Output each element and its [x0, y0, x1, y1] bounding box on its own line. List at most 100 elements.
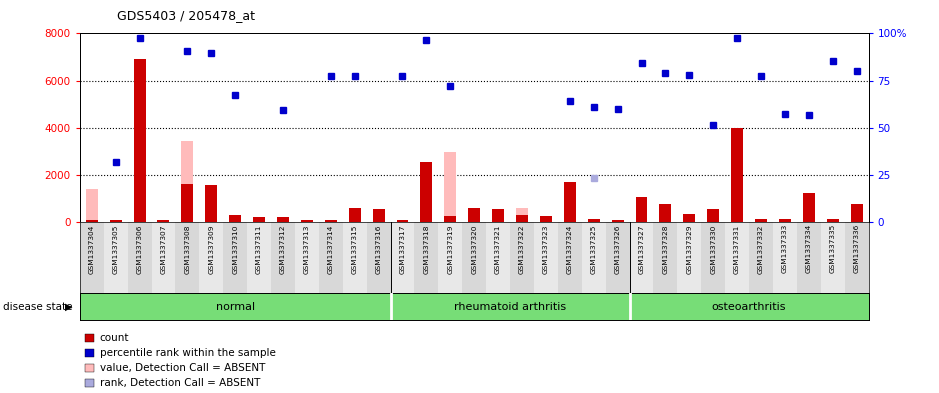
- Text: GSM1337335: GSM1337335: [830, 224, 836, 274]
- Bar: [271, 222, 295, 293]
- Bar: [534, 222, 558, 293]
- Bar: [749, 222, 773, 293]
- Text: GSM1337311: GSM1337311: [256, 224, 262, 274]
- Bar: [469, 208, 480, 222]
- Text: value, Detection Call = ABSENT: value, Detection Call = ABSENT: [100, 363, 265, 373]
- Bar: [510, 222, 534, 293]
- Text: GSM1337319: GSM1337319: [447, 224, 454, 274]
- Bar: [247, 222, 271, 293]
- Text: GSM1337325: GSM1337325: [591, 224, 596, 274]
- Bar: [826, 219, 839, 222]
- Text: GSM1337323: GSM1337323: [543, 224, 549, 274]
- Bar: [755, 219, 767, 222]
- Text: count: count: [100, 333, 129, 343]
- Text: GSM1337321: GSM1337321: [495, 224, 501, 274]
- Text: disease state: disease state: [3, 301, 72, 312]
- Text: GSM1337324: GSM1337324: [567, 224, 573, 274]
- Text: GSM1337309: GSM1337309: [208, 224, 214, 274]
- Bar: [606, 222, 629, 293]
- Bar: [348, 208, 361, 222]
- Text: GSM1337315: GSM1337315: [352, 224, 358, 274]
- Text: GSM1337318: GSM1337318: [423, 224, 429, 274]
- Bar: [492, 209, 504, 222]
- Bar: [725, 222, 749, 293]
- Bar: [300, 220, 313, 222]
- Text: GSM1337326: GSM1337326: [615, 224, 621, 274]
- Bar: [103, 222, 128, 293]
- Bar: [684, 214, 695, 222]
- Text: GSM1337304: GSM1337304: [89, 224, 95, 274]
- Bar: [85, 220, 98, 222]
- Bar: [176, 222, 199, 293]
- Text: GSM1337316: GSM1337316: [376, 224, 381, 274]
- Bar: [277, 217, 289, 222]
- Text: GSM1337322: GSM1337322: [519, 224, 525, 274]
- Text: GDS5403 / 205478_at: GDS5403 / 205478_at: [117, 9, 255, 22]
- Text: GSM1337336: GSM1337336: [854, 224, 859, 274]
- Bar: [421, 162, 432, 222]
- Bar: [582, 222, 606, 293]
- Bar: [110, 220, 122, 222]
- Bar: [295, 222, 319, 293]
- Bar: [80, 222, 103, 293]
- Bar: [85, 189, 98, 222]
- Text: GSM1337334: GSM1337334: [806, 224, 812, 274]
- Bar: [199, 222, 223, 293]
- Bar: [343, 222, 366, 293]
- Bar: [540, 216, 552, 222]
- Text: GSM1337327: GSM1337327: [639, 224, 644, 274]
- Bar: [128, 222, 151, 293]
- Bar: [151, 222, 176, 293]
- Bar: [563, 182, 576, 222]
- Bar: [803, 193, 815, 222]
- Bar: [462, 222, 486, 293]
- Bar: [677, 222, 701, 293]
- Bar: [845, 222, 869, 293]
- Text: GSM1337320: GSM1337320: [471, 224, 477, 274]
- Text: GSM1337312: GSM1337312: [280, 224, 286, 274]
- Bar: [707, 209, 719, 222]
- Bar: [558, 222, 582, 293]
- Bar: [629, 222, 654, 293]
- Bar: [486, 222, 510, 293]
- Text: GSM1337317: GSM1337317: [399, 224, 406, 274]
- Bar: [319, 222, 343, 293]
- Text: GSM1337307: GSM1337307: [161, 224, 166, 274]
- Bar: [325, 220, 337, 222]
- Bar: [821, 222, 845, 293]
- Bar: [133, 59, 146, 222]
- Text: GSM1337310: GSM1337310: [232, 224, 239, 274]
- Bar: [439, 222, 462, 293]
- Text: GSM1337308: GSM1337308: [184, 224, 191, 274]
- Bar: [373, 209, 385, 222]
- Bar: [366, 222, 391, 293]
- Text: percentile rank within the sample: percentile rank within the sample: [100, 348, 275, 358]
- Bar: [229, 215, 241, 222]
- Text: ▶: ▶: [65, 301, 72, 312]
- Bar: [158, 220, 169, 222]
- Bar: [654, 222, 677, 293]
- Bar: [223, 222, 247, 293]
- Text: GSM1337333: GSM1337333: [782, 224, 788, 274]
- Bar: [611, 220, 623, 222]
- Text: GSM1337305: GSM1337305: [113, 224, 118, 274]
- Text: normal: normal: [216, 301, 254, 312]
- Text: GSM1337332: GSM1337332: [758, 224, 764, 274]
- Bar: [797, 222, 821, 293]
- Bar: [588, 219, 600, 222]
- Bar: [444, 216, 456, 222]
- Bar: [851, 204, 863, 222]
- Text: GSM1337328: GSM1337328: [662, 224, 669, 274]
- Bar: [396, 220, 408, 222]
- Bar: [701, 222, 725, 293]
- Text: GSM1337314: GSM1337314: [328, 224, 333, 274]
- Bar: [391, 222, 414, 293]
- Bar: [636, 197, 648, 222]
- Bar: [254, 217, 265, 222]
- Bar: [516, 208, 528, 222]
- Bar: [181, 184, 193, 222]
- Text: GSM1337306: GSM1337306: [136, 224, 143, 274]
- Bar: [444, 152, 456, 222]
- Text: osteoarthritis: osteoarthritis: [712, 301, 786, 312]
- Bar: [516, 215, 528, 222]
